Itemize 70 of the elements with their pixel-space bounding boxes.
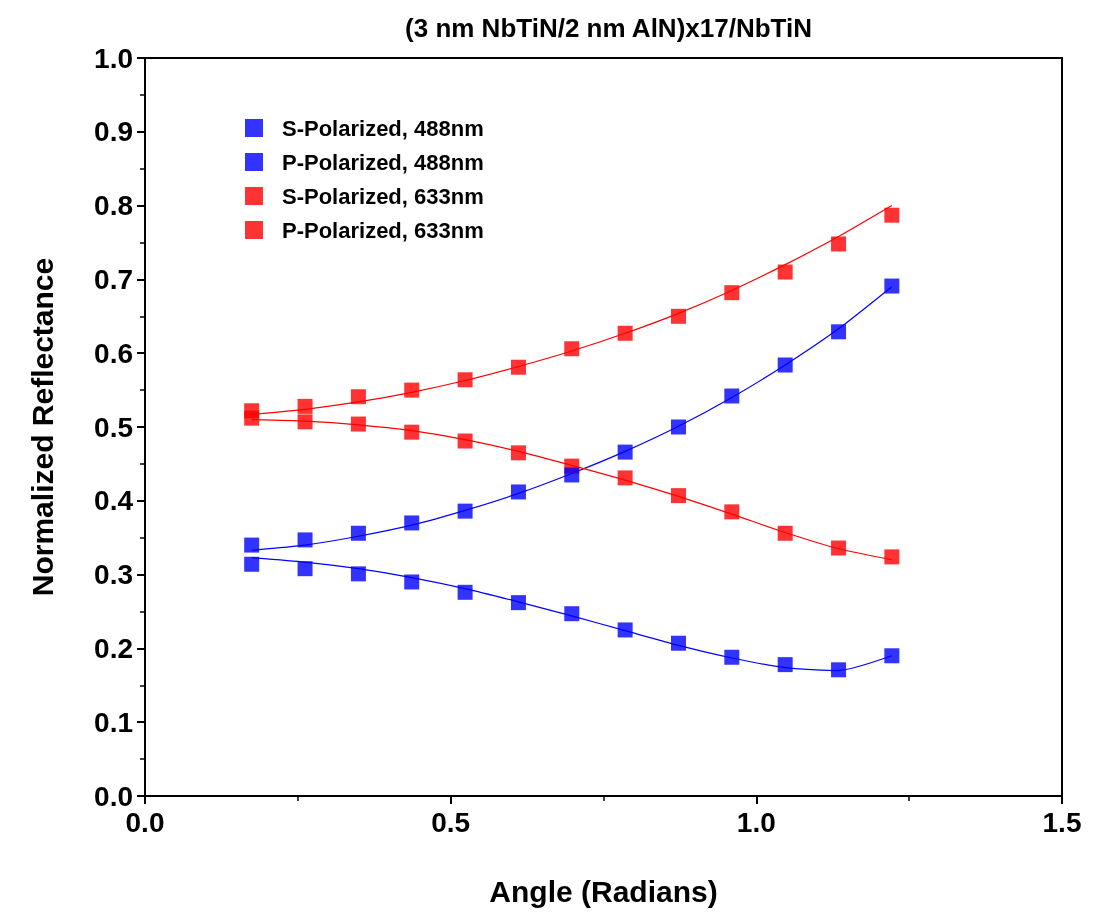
point (831, 662, 847, 678)
point (404, 424, 420, 440)
y-tick-label: 0.6 (94, 337, 133, 369)
point (884, 207, 900, 223)
point (457, 503, 473, 519)
y-tick-label: 0.4 (94, 485, 134, 517)
point (404, 515, 420, 531)
point (404, 574, 420, 590)
point (510, 359, 526, 375)
point (884, 549, 900, 565)
point (297, 414, 313, 430)
y-tick-label: 0.1 (94, 706, 133, 738)
y-tick-label: 0.7 (94, 263, 133, 295)
point (777, 657, 793, 673)
point (297, 398, 313, 414)
point (617, 470, 633, 486)
point (884, 648, 900, 664)
point (457, 433, 473, 449)
point (777, 264, 793, 280)
point (724, 649, 740, 665)
y-tick-label: 0.3 (94, 559, 133, 591)
legend-label: P-Polarized, 488nm (282, 149, 484, 175)
point (617, 444, 633, 460)
point (777, 525, 793, 541)
legend-label: S-Polarized, 633nm (282, 183, 484, 209)
point (564, 467, 580, 483)
point (457, 584, 473, 600)
point (404, 382, 420, 398)
chart-title: (3 nm NbTiN/2 nm AlN)x17/NbTiN (405, 13, 812, 43)
y-axis-title: Normalized Reflectance (25, 257, 59, 597)
point (884, 278, 900, 294)
point (831, 236, 847, 252)
x-tick-label: 1.0 (736, 806, 776, 838)
point (671, 419, 687, 435)
point (564, 606, 580, 622)
point (244, 537, 260, 553)
point (297, 532, 313, 548)
point (244, 403, 260, 419)
point (724, 504, 740, 520)
y-tick-label: 0.8 (94, 190, 133, 222)
point (350, 389, 366, 405)
x-tick-label: 0.5 (431, 806, 471, 838)
point (244, 556, 260, 572)
legend-label: P-Polarized, 633nm (282, 217, 484, 243)
y-tick-label: 0.5 (94, 411, 133, 443)
x-tick-label: 1.5 (1042, 806, 1082, 838)
point (671, 635, 687, 651)
point (617, 325, 633, 341)
point (350, 525, 366, 541)
point (724, 388, 740, 404)
point (831, 324, 847, 340)
y-tick-label: 0.9 (94, 116, 133, 148)
point (350, 566, 366, 582)
y-tick-label: 1.0 (94, 42, 133, 74)
point (777, 357, 793, 373)
point (297, 561, 313, 577)
point (510, 445, 526, 461)
point (671, 488, 687, 504)
point (831, 540, 847, 556)
legend-label: S-Polarized, 488nm (282, 115, 484, 141)
point (617, 622, 633, 638)
point (457, 372, 473, 388)
y-tick-label: 0.2 (94, 632, 133, 664)
point (510, 484, 526, 500)
x-axis-title: Angle (Radians) (489, 874, 718, 908)
point (724, 285, 740, 301)
point (671, 308, 687, 324)
point (350, 416, 366, 432)
point (510, 595, 526, 611)
point (564, 341, 580, 357)
